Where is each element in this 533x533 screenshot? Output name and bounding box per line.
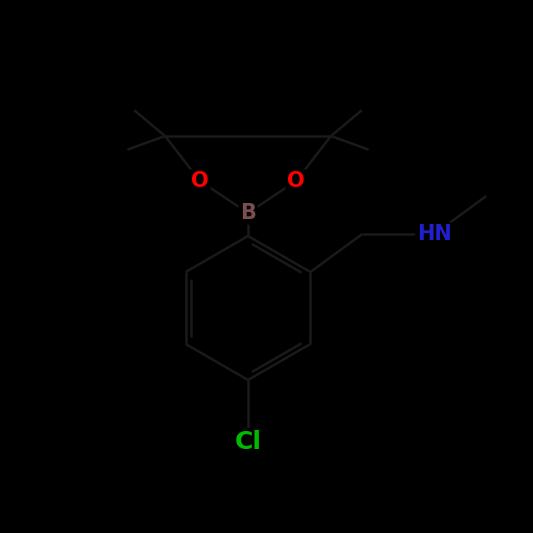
Text: B: B [240,203,256,223]
Text: Cl: Cl [235,430,262,454]
Text: O: O [287,171,305,191]
Text: O: O [191,171,209,191]
Text: HN: HN [417,224,452,244]
